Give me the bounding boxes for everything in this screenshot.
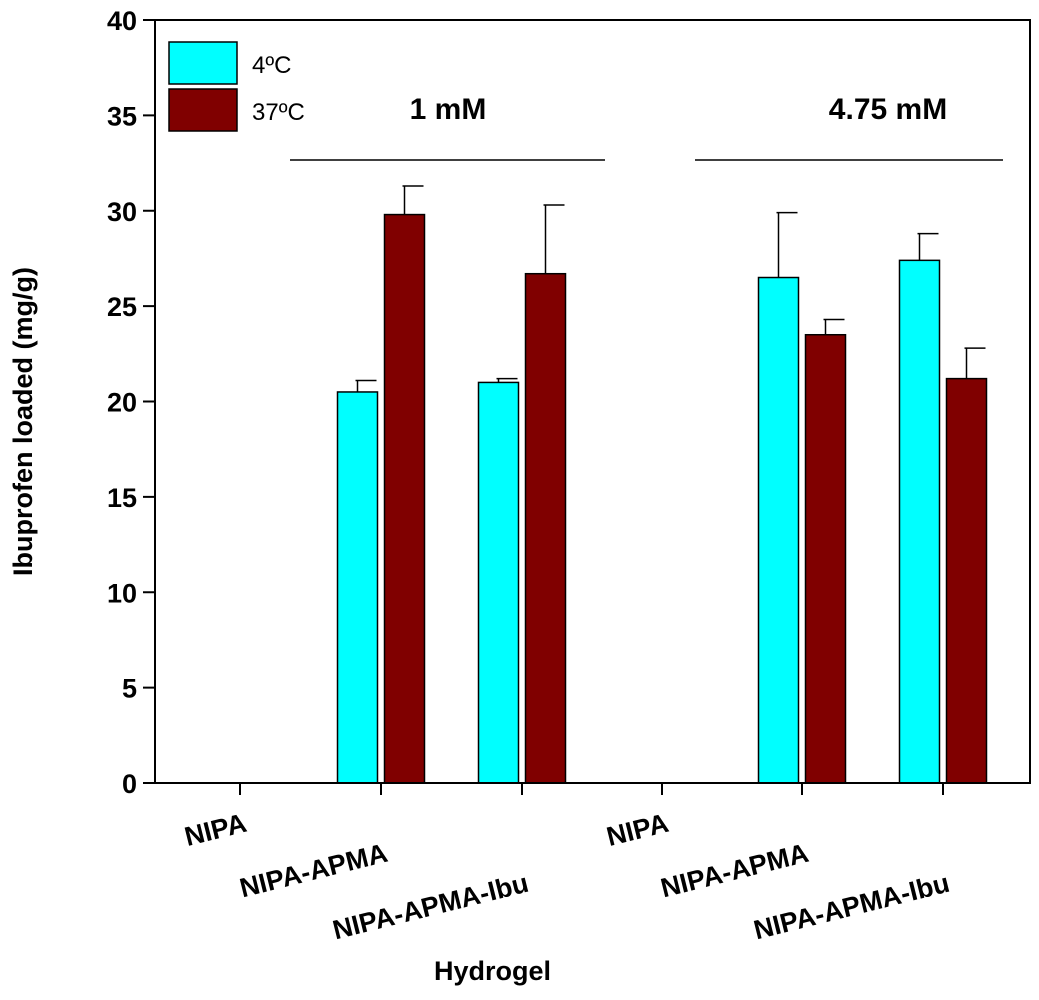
group-label: 1 mM [410,93,487,126]
x-category-label: NIPA-APMA-Ibu [751,868,953,946]
group-label: 4.75 mM [829,93,947,126]
bar-37c [804,333,847,784]
group-annotations: 1 mM 4.75 mM [290,93,1003,161]
legend: 4ºC 37ºC [168,41,305,132]
legend-label: 4ºC [252,52,291,79]
x-category-label: NIPA-APMA-Ibu [330,868,532,946]
y-tick-label: 25 [107,292,137,322]
bar-4c [757,276,800,784]
bar-4c [336,391,379,784]
y-tick-label: 5 [122,674,137,704]
y-tick-label: 20 [107,388,137,418]
y-tick-label: 35 [107,101,137,131]
plot-area [336,185,988,784]
x-category-label: NIPA-APMA [237,838,391,904]
y-tick-label: 10 [107,578,137,608]
x-axis-title: Hydrogel [434,956,551,986]
legend-swatch [168,41,238,85]
x-category-label: NIPA [604,808,672,852]
bar-37c [945,377,988,784]
y-tick-label: 30 [107,197,137,227]
y-tick-label: 15 [107,483,137,513]
bar-4c [898,259,941,784]
y-axis-title: Ibuprofen loaded (mg/g) [8,267,38,576]
bar-4c [477,381,520,784]
x-category-label: NIPA [182,808,250,852]
bar-37c [383,213,426,784]
y-tick-label: 0 [122,769,137,799]
x-category-label: NIPA-APMA [658,838,812,904]
y-tick-label: 40 [107,6,137,36]
legend-swatch [168,88,238,132]
legend-label: 37ºC [252,99,305,126]
bar-37c [524,272,567,784]
